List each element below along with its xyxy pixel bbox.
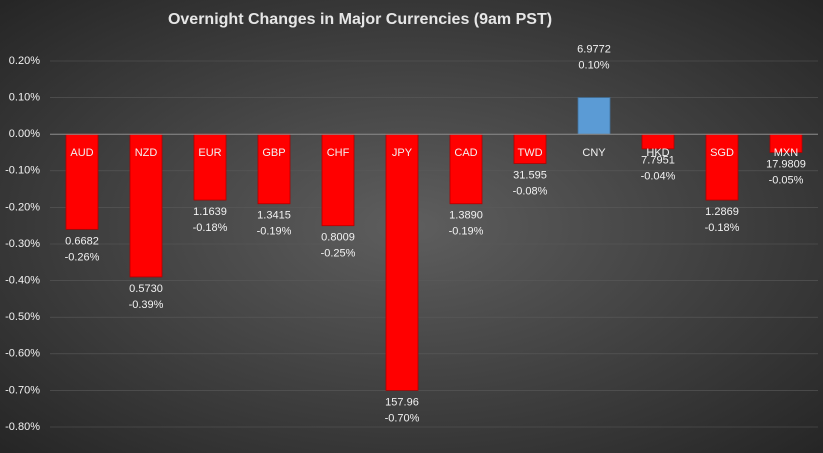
category-label: SGD xyxy=(710,147,734,159)
category-label: JPY xyxy=(392,147,413,159)
bar xyxy=(129,133,163,278)
bar xyxy=(513,133,547,164)
value-label: -0.19% xyxy=(449,226,484,238)
y-tick-label: -0.80% xyxy=(5,421,40,433)
value-label: -0.70% xyxy=(385,412,420,424)
rate-label: 6.9772 xyxy=(577,44,611,56)
y-tick-label: -0.60% xyxy=(5,348,40,360)
bar xyxy=(705,133,739,201)
value-label: -0.08% xyxy=(513,185,548,197)
y-tick-label: -0.50% xyxy=(5,311,40,323)
y-tick-label: -0.10% xyxy=(5,165,40,177)
value-label: -0.04% xyxy=(641,171,676,183)
value-label: -0.05% xyxy=(769,174,804,186)
category-label: MXN xyxy=(774,147,799,159)
value-label: -0.18% xyxy=(193,222,228,234)
category-label: TWD xyxy=(517,147,542,159)
bar xyxy=(193,133,227,201)
bar xyxy=(65,133,99,230)
rate-label: 1.3890 xyxy=(449,210,483,222)
rate-label: 157.96 xyxy=(385,396,419,408)
chart-title: Overnight Changes in Major Currencies (9… xyxy=(168,11,552,28)
value-label: -0.19% xyxy=(257,226,292,238)
category-label: EUR xyxy=(198,147,221,159)
value-label: 0.10% xyxy=(578,60,609,72)
y-tick-label: 0.00% xyxy=(9,128,40,140)
bar xyxy=(449,133,483,205)
category-label: AUD xyxy=(70,147,93,159)
bar xyxy=(257,133,291,205)
rate-label: 1.1639 xyxy=(193,206,227,218)
category-label: CNY xyxy=(582,147,606,159)
rate-label: 17.9809 xyxy=(766,158,806,170)
rate-label: 1.2869 xyxy=(705,206,739,218)
category-label: GBP xyxy=(262,147,285,159)
bar xyxy=(577,97,611,135)
bar xyxy=(385,133,419,391)
value-label: -0.26% xyxy=(65,251,100,263)
rate-label: 0.8009 xyxy=(321,232,355,244)
y-tick-label: -0.40% xyxy=(5,275,40,287)
category-label: NZD xyxy=(135,147,158,159)
bar xyxy=(321,133,355,227)
category-label: CHF xyxy=(327,147,350,159)
rate-label: 1.3415 xyxy=(257,210,291,222)
rate-label: 0.6682 xyxy=(65,235,99,247)
rate-label: 0.5730 xyxy=(129,283,163,295)
y-tick-label: -0.30% xyxy=(5,238,40,250)
category-label: HKD xyxy=(646,147,669,159)
value-label: -0.39% xyxy=(129,299,164,311)
category-label: CAD xyxy=(454,147,477,159)
y-tick-label: -0.70% xyxy=(5,384,40,396)
y-tick-label: -0.20% xyxy=(5,201,40,213)
rate-label: 31.595 xyxy=(513,169,547,181)
rate-label: 7.7951 xyxy=(641,155,675,167)
y-tick-label: 0.10% xyxy=(9,92,40,104)
y-tick-label: 0.20% xyxy=(9,55,40,67)
value-label: -0.18% xyxy=(705,222,740,234)
value-label: -0.25% xyxy=(321,248,356,260)
